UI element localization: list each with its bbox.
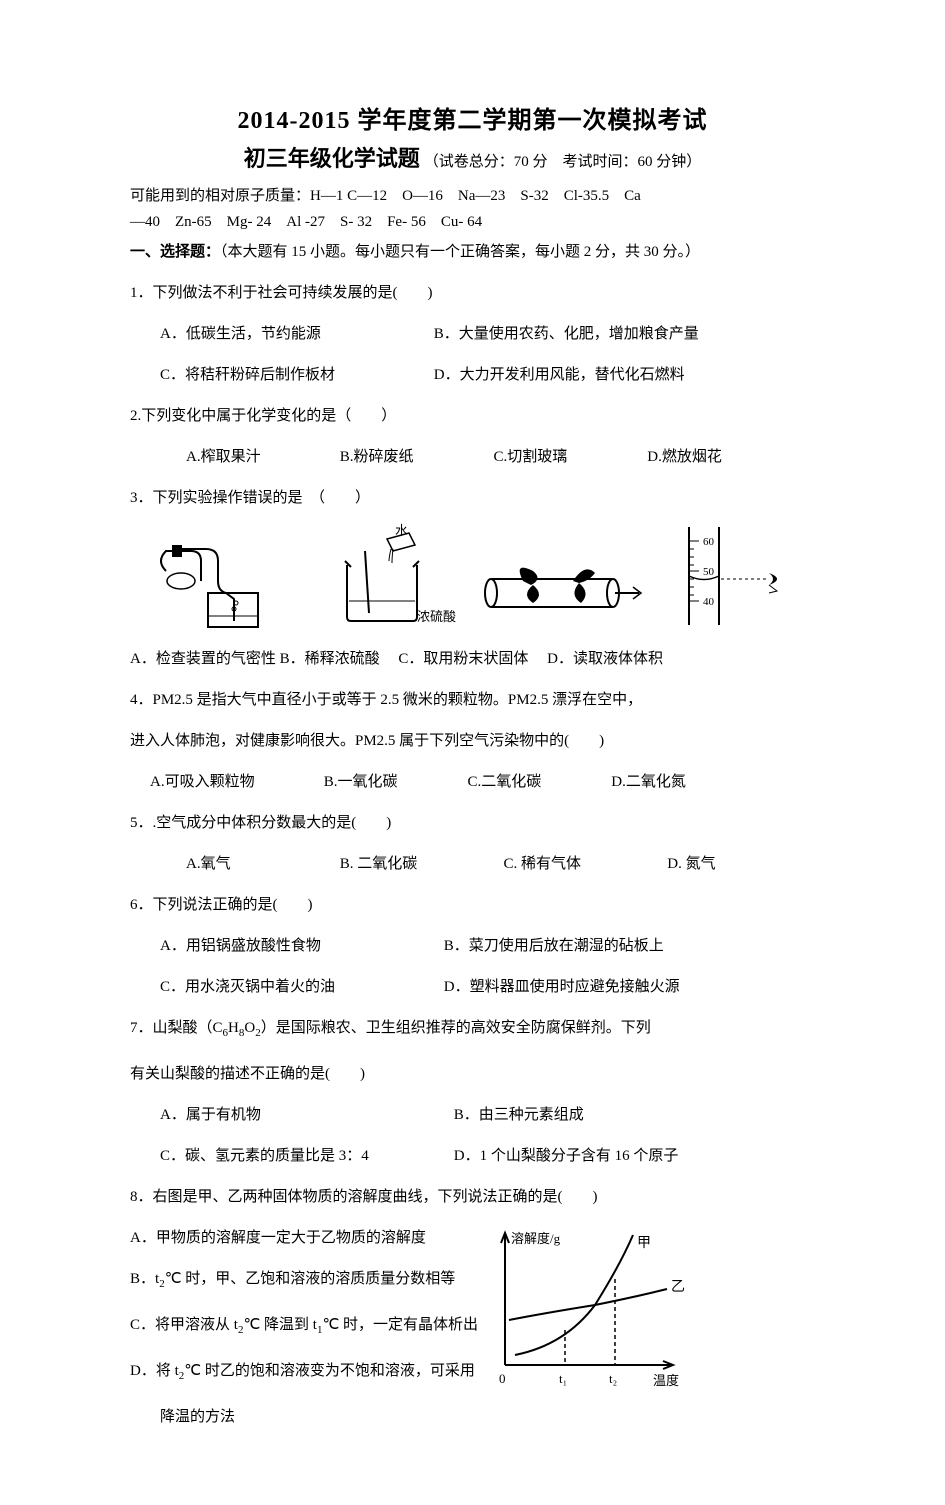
x-axis-label: 温度 [653, 1373, 679, 1388]
q1-stem: 1．下列做法不利于社会可持续发展的是( ) [130, 280, 815, 306]
q4-opt-a: A.可吸入颗粒物 [150, 769, 320, 795]
tick-t1: t₁ [559, 1371, 567, 1386]
q5-row: A.氧气 B. 二氧化碳 C. 稀有气体 D. 氮气 [186, 851, 815, 877]
q3-diagram-d: 60 50 40 [644, 521, 815, 631]
q7-line2: 有关山梨酸的描述不正确的是( ) [130, 1061, 815, 1087]
q5-opt-d: D. 氮气 [667, 851, 715, 877]
q8-d-mid: ℃ 时乙的饱和溶液变为不饱和溶液，可采用 [184, 1363, 475, 1379]
q8-opt-b: B．t2℃ 时，甲、乙饱和溶液的溶质质量分数相等 [130, 1266, 815, 1297]
q3-label-b: B．稀释浓硫酸 [280, 651, 380, 667]
origin-label: 0 [499, 1371, 506, 1386]
atomic-mass-line-1: 可能用到的相对原子质量：H—1 C—12 O—16 Na—23 S-32 Cl-… [130, 183, 815, 209]
q8-stem: 8．右图是甲、乙两种固体物质的溶解度曲线，下列说法正确的是( ) [130, 1184, 815, 1210]
q3-diagrams: 水 浓硫酸 [130, 531, 815, 631]
title-sub: 初三年级化学试题 [244, 146, 420, 171]
q8-d-pre: D．将 t [130, 1363, 179, 1379]
solubility-chart: 溶解度/g 甲 乙 0 t₁ t₂ 温度 [475, 1225, 695, 1405]
q3-diagram-b: 水 浓硫酸 [301, 521, 472, 631]
q1-opt-a: A．低碳生活，节约能源 [160, 321, 390, 347]
q4-line2: 进入人体肺泡，对健康影响很大。PM2.5 属于下列空气污染物中的( ) [130, 728, 815, 754]
read-volume-icon: 60 50 40 [669, 521, 789, 631]
q8-b-pre: B．t [130, 1271, 159, 1287]
q1-opt-c: C．将秸秆粉碎后制作板材 [160, 362, 390, 388]
q3-label-c: C．取用粉末状固体 [398, 651, 528, 667]
q6-opt-d: D．塑料器皿使用时应避免接触火源 [444, 974, 680, 1000]
q2-opt-a: A.榨取果汁 [186, 444, 336, 470]
q7-mid2: O [244, 1020, 255, 1036]
q6-row1: A．用铝锅盛放酸性食物 B．菜刀使用后放在潮湿的砧板上 [160, 933, 815, 959]
scale-40: 40 [703, 596, 715, 608]
q2-row: A.榨取果汁 B.粉碎废纸 C.切割玻璃 D.燃放烟花 [186, 444, 815, 470]
q8-opt-d-line2: 降温的方法 [160, 1404, 815, 1430]
q6-opt-a: A．用铝锅盛放酸性食物 [160, 933, 440, 959]
y-axis-label: 溶解度/g [511, 1231, 561, 1246]
tick-t2: t₂ [609, 1371, 617, 1386]
q3-label-d: D．读取液体体积 [547, 651, 663, 667]
q8-opt-c: C．将甲溶液从 t2℃ 降温到 t1℃ 时，一定有晶体析出 [130, 1312, 815, 1343]
q5-opt-a: A.氧气 [186, 851, 336, 877]
curve-jia-label: 甲 [637, 1236, 651, 1251]
exam-meta: （试卷总分：70 分 考试时间：60 分钟） [424, 154, 702, 170]
curve-yi-label: 乙 [671, 1279, 685, 1295]
title-main: 2014-2015 学年度第二学期第一次模拟考试 [130, 100, 815, 135]
dilute-acid-icon: 水 浓硫酸 [317, 521, 457, 631]
q2-opt-b: B.粉碎废纸 [340, 444, 490, 470]
q3-stem: 3．下列实验操作错误的是 （ ） [130, 485, 815, 511]
atomic-mass-line-2: —40 Zn-65 Mg- 24 Al -27 S- 32 Fe- 56 Cu-… [130, 209, 815, 235]
q8-c-post: ℃ 时，一定有晶体析出 [322, 1317, 478, 1333]
q6-stem: 6．下列说法正确的是( ) [130, 892, 815, 918]
acid-label: 浓硫酸 [417, 609, 456, 624]
q5-opt-c: C. 稀有气体 [504, 851, 664, 877]
q8-c-pre: C．将甲溶液从 t [130, 1317, 238, 1333]
section-1-title: 一、选择题： [130, 244, 220, 260]
q7-opt-a: A．属于有机物 [160, 1102, 450, 1128]
exam-page: 2014-2015 学年度第二学期第一次模拟考试 初三年级化学试题 （试卷总分：… [0, 0, 945, 1505]
solubility-chart-svg: 溶解度/g 甲 乙 0 t₁ t₂ 温度 [475, 1225, 695, 1395]
q7-post: ）是国际粮农、卫生组织推荐的高效安全防腐保鲜剂。下列 [261, 1020, 651, 1036]
q4-opt-c: C.二氧化碳 [468, 769, 608, 795]
q6-opt-c: C．用水浇灭锅中着火的油 [160, 974, 440, 1000]
q7-opt-b: B．由三种元素组成 [454, 1102, 584, 1128]
q7-opt-c: C．碳、氢元素的质量比是 3：4 [160, 1143, 450, 1169]
scale-60: 60 [703, 536, 715, 548]
q7-line1: 7．山梨酸（C6H8O2）是国际粮农、卫生组织推荐的高效安全防腐保鲜剂。下列 [130, 1015, 815, 1046]
q7-opt-d: D．1 个山梨酸分子含有 16 个原子 [454, 1143, 679, 1169]
q6-row2: C．用水浇灭锅中着火的油 D．塑料器皿使用时应避免接触火源 [160, 974, 815, 1000]
q1-opt-d: D．大力开发利用风能，替代化石燃料 [434, 362, 685, 388]
q8-b-post: ℃ 时，甲、乙饱和溶液的溶质质量分数相等 [165, 1271, 456, 1287]
airtightness-icon [146, 531, 286, 631]
q3-diagram-c [473, 551, 644, 631]
section-1-desc: （本大题有 15 小题。每小题只有一个正确答案，每小题 2 分，共 30 分。） [220, 244, 700, 260]
section-1-header: 一、选择题：（本大题有 15 小题。每小题只有一个正确答案，每小题 2 分，共 … [130, 239, 815, 265]
q5-opt-b: B. 二氧化碳 [340, 851, 500, 877]
q4-row: A.可吸入颗粒物 B.一氧化碳 C.二氧化碳 D.二氧化氮 [150, 769, 815, 795]
q2-stem: 2.下列变化中属于化学变化的是（ ） [130, 403, 815, 429]
q4-opt-d: D.二氧化氮 [611, 769, 686, 795]
q2-opt-d: D.燃放烟花 [647, 444, 722, 470]
q3-diagram-a [130, 531, 301, 631]
q7-mid1: H [228, 1020, 239, 1036]
q6-opt-b: B．菜刀使用后放在潮湿的砧板上 [444, 933, 664, 959]
q8-opt-a: A．甲物质的溶解度一定大于乙物质的溶解度 [130, 1225, 815, 1251]
q3-label-a: A．检查装置的气密性 [130, 651, 276, 667]
q8-opt-d-line1: D．将 t2℃ 时乙的饱和溶液变为不饱和溶液，可采用 [130, 1358, 815, 1389]
title-sub-line: 初三年级化学试题 （试卷总分：70 分 考试时间：60 分钟） [130, 141, 815, 173]
q7-row1: A．属于有机物 B．由三种元素组成 [160, 1102, 815, 1128]
q1-row1: A．低碳生活，节约能源 B．大量使用农药、化肥，增加粮食产量 [160, 321, 815, 347]
q2-opt-c: C.切割玻璃 [494, 444, 644, 470]
q8-c-mid: ℃ 降温到 t [243, 1317, 317, 1333]
scale-50: 50 [703, 566, 715, 578]
q1-row2: C．将秸秆粉碎后制作板材 D．大力开发利用风能，替代化石燃料 [160, 362, 815, 388]
q3-labels: A．检查装置的气密性 B．稀释浓硫酸 C．取用粉末状固体 D．读取液体体积 [130, 646, 815, 672]
q5-stem: 5．.空气成分中体积分数最大的是( ) [130, 810, 815, 836]
q7-pre: 7．山梨酸（C [130, 1020, 223, 1036]
q7-row2: C．碳、氢元素的质量比是 3：4 D．1 个山梨酸分子含有 16 个原子 [160, 1143, 815, 1169]
powder-scoop-icon [473, 551, 643, 631]
q4-line1: 4．PM2.5 是指大气中直径小于或等于 2.5 微米的颗粒物。PM2.5 漂浮… [130, 687, 815, 713]
q1-opt-b: B．大量使用农药、化肥，增加粮食产量 [434, 321, 699, 347]
q4-opt-b: B.一氧化碳 [324, 769, 464, 795]
